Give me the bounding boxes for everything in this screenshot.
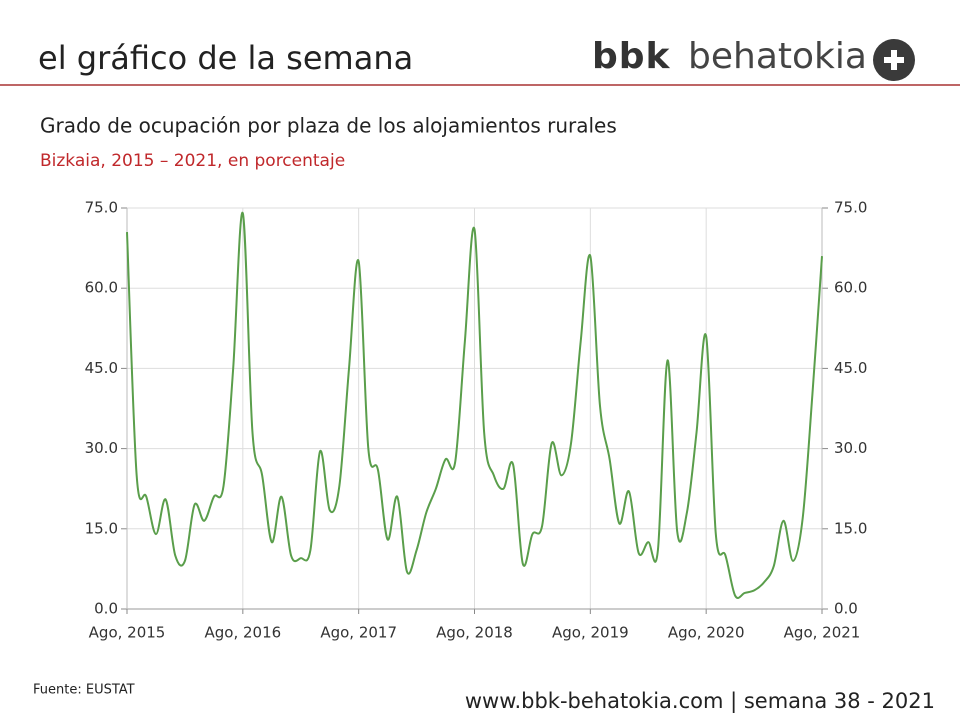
footer: www.bbk-behatokia.com | semana 38 - 2021: [465, 689, 935, 714]
chart-subtitle: Bizkaia, 2015 – 2021, en porcentaje: [40, 151, 345, 171]
y-tick-label: 30.0: [85, 439, 118, 457]
y2-tick-label: 75.0: [834, 199, 867, 217]
logo-icon: [873, 39, 915, 81]
x-tick-label: Ago, 2015: [89, 624, 166, 642]
y-tick-label: 60.0: [85, 279, 118, 297]
x-tick-label: Ago, 2018: [436, 624, 513, 642]
y-tick-label: 0.0: [94, 600, 118, 618]
data-line: [126, 211, 823, 599]
chart-title: Grado de ocupación por plaza de los aloj…: [40, 114, 617, 138]
slide-title: el gráfico de la semana: [38, 39, 413, 77]
x-tick-label: Ago, 2016: [204, 624, 281, 642]
y-tick-label: 75.0: [85, 199, 118, 217]
y-tick-label: 15.0: [85, 519, 118, 537]
y2-tick-label: 30.0: [834, 439, 867, 457]
x-tick-label: Ago, 2017: [320, 624, 397, 642]
x-tick-label: Ago, 2020: [668, 624, 745, 642]
y2-tick-label: 45.0: [834, 359, 867, 377]
x-tick-label: Ago, 2019: [552, 624, 629, 642]
y2-tick-label: 15.0: [834, 519, 867, 537]
logo-bold: bbk: [592, 36, 671, 77]
y2-tick-label: 0.0: [834, 600, 858, 618]
source: Fuente: EUSTAT: [33, 683, 135, 698]
logo-light: behatokia: [688, 36, 867, 77]
y2-tick-label: 60.0: [834, 279, 867, 297]
x-tick-label: Ago, 2021: [784, 624, 861, 642]
y-tick-label: 45.0: [85, 359, 118, 377]
